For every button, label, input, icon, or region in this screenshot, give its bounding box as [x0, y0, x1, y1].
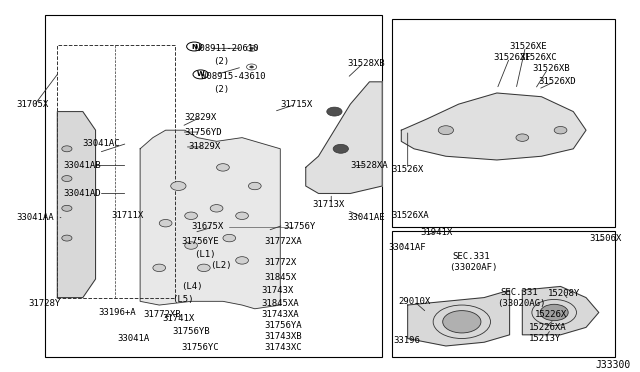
Text: 33041AD: 33041AD [64, 189, 101, 198]
Text: (33020AG): (33020AG) [497, 299, 545, 308]
Circle shape [62, 205, 72, 211]
Text: 31743XC: 31743XC [264, 343, 302, 352]
Circle shape [327, 107, 342, 116]
Text: W: W [196, 71, 205, 77]
Circle shape [210, 205, 223, 212]
Circle shape [250, 47, 253, 49]
Text: 33041AE: 33041AE [347, 213, 385, 222]
Text: W08915-43610: W08915-43610 [201, 72, 265, 81]
Text: (L4): (L4) [182, 282, 203, 291]
Text: 31526XE: 31526XE [509, 42, 547, 51]
Text: SEC.331: SEC.331 [452, 252, 490, 261]
Text: 33041A: 33041A [118, 334, 150, 343]
Circle shape [248, 182, 261, 190]
Text: 15213Y: 15213Y [529, 334, 561, 343]
Circle shape [333, 144, 348, 153]
Polygon shape [522, 286, 599, 335]
Text: 31772XA: 31772XA [264, 237, 302, 246]
Text: (33020AF): (33020AF) [449, 263, 497, 272]
Text: 31756YA: 31756YA [264, 321, 302, 330]
Text: 31528XB: 31528XB [347, 59, 385, 68]
Text: 31845XA: 31845XA [261, 299, 299, 308]
Polygon shape [140, 130, 280, 309]
Polygon shape [401, 93, 586, 160]
Text: 29010X: 29010X [398, 297, 430, 306]
Text: 31715X: 31715X [280, 100, 312, 109]
Text: 31526XF: 31526XF [493, 53, 531, 62]
Text: J33300: J33300 [596, 360, 631, 369]
Text: 31506X: 31506X [589, 234, 621, 243]
Circle shape [540, 304, 568, 321]
Text: 31845X: 31845X [264, 273, 296, 282]
Text: (L1): (L1) [195, 250, 216, 259]
Text: SEC.331: SEC.331 [500, 288, 538, 296]
Text: 31526XA: 31526XA [392, 211, 429, 220]
Text: 31528XA: 31528XA [350, 161, 388, 170]
Text: 31743XB: 31743XB [264, 332, 302, 341]
Circle shape [198, 264, 210, 272]
Text: 31756Y: 31756Y [284, 222, 316, 231]
Text: 33041AF: 33041AF [388, 243, 426, 252]
Text: 31756YD: 31756YD [185, 128, 222, 137]
Text: N08911-20610: N08911-20610 [195, 44, 259, 53]
Circle shape [171, 182, 186, 190]
Text: 31526X: 31526X [392, 165, 424, 174]
Text: 15226X: 15226X [535, 310, 567, 319]
Circle shape [185, 242, 198, 249]
Text: 15208Y: 15208Y [548, 289, 580, 298]
Circle shape [443, 311, 481, 333]
Text: 31705X: 31705X [16, 100, 48, 109]
Circle shape [62, 176, 72, 182]
Text: 31772X: 31772X [264, 258, 296, 267]
Text: 15226XA: 15226XA [529, 323, 566, 332]
Circle shape [516, 134, 529, 141]
Text: 31756YC: 31756YC [182, 343, 219, 352]
Text: 31526XB: 31526XB [532, 64, 570, 73]
Text: 33041AC: 33041AC [83, 139, 120, 148]
Circle shape [223, 234, 236, 242]
Text: (2): (2) [213, 57, 230, 66]
Text: 31713X: 31713X [312, 200, 344, 209]
Text: 31941X: 31941X [420, 228, 452, 237]
Text: 31743X: 31743X [261, 286, 293, 295]
Text: 33196+A: 33196+A [99, 308, 136, 317]
Circle shape [185, 212, 198, 219]
Circle shape [250, 66, 253, 68]
Text: 31756YB: 31756YB [172, 327, 210, 336]
Circle shape [159, 219, 172, 227]
Polygon shape [408, 290, 509, 346]
Circle shape [554, 126, 567, 134]
Text: 31728Y: 31728Y [29, 299, 61, 308]
Polygon shape [58, 112, 95, 298]
Text: 31829X: 31829X [188, 142, 220, 151]
Text: (L2): (L2) [210, 262, 232, 270]
Text: 31772XB: 31772XB [143, 310, 181, 319]
Text: 32829X: 32829X [185, 113, 217, 122]
Text: 31526XD: 31526XD [538, 77, 576, 86]
Polygon shape [306, 82, 382, 193]
Text: 31756YE: 31756YE [182, 237, 219, 246]
Text: (L5): (L5) [172, 295, 193, 304]
Text: 31741X: 31741X [163, 314, 195, 323]
Text: 31526XC: 31526XC [519, 53, 557, 62]
Circle shape [216, 164, 229, 171]
Text: 31743XA: 31743XA [261, 310, 299, 319]
Text: (2): (2) [213, 85, 230, 94]
Text: 33196: 33196 [393, 336, 420, 345]
Circle shape [236, 212, 248, 219]
Circle shape [438, 126, 454, 135]
Text: 31675X: 31675X [191, 222, 223, 231]
Circle shape [236, 257, 248, 264]
Circle shape [62, 146, 72, 152]
Circle shape [153, 264, 166, 272]
Text: 33041AA: 33041AA [16, 213, 54, 222]
Text: 31711X: 31711X [111, 211, 144, 220]
Circle shape [62, 235, 72, 241]
Text: 33041AB: 33041AB [64, 161, 101, 170]
Text: N: N [191, 44, 197, 49]
